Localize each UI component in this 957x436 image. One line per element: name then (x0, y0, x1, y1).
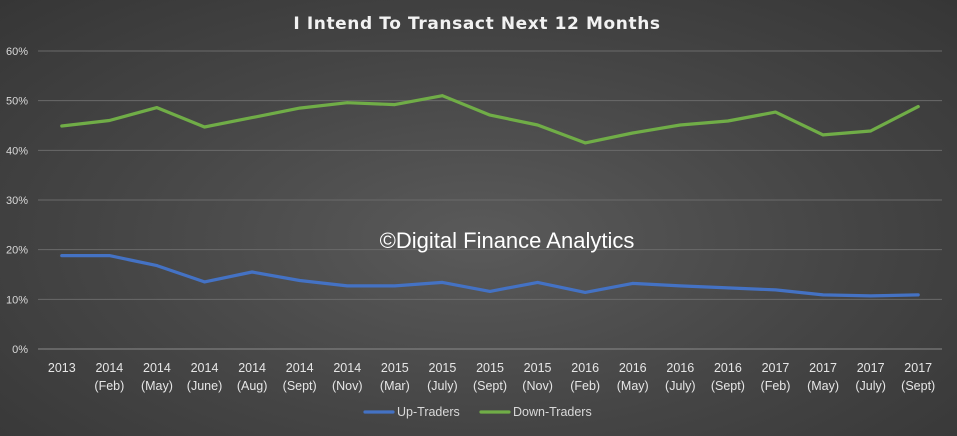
data-point-down-traders (678, 123, 682, 127)
chart-title: I Intend To Transact Next 12 Months (293, 14, 660, 34)
data-point-down-traders (60, 124, 64, 128)
data-point-up-traders (821, 293, 825, 297)
data-point-down-traders (774, 110, 777, 114)
y-tick-label: 60% (6, 46, 28, 58)
data-point-up-traders (345, 284, 349, 288)
x-tick-sublabel: (Sept) (901, 379, 935, 393)
y-tick-label: 40% (6, 145, 28, 157)
data-point-up-traders (393, 284, 397, 288)
data-point-down-traders (155, 106, 159, 110)
data-point-up-traders (298, 279, 302, 282)
series-line-up-traders (60, 254, 920, 298)
data-point-up-traders (726, 286, 730, 290)
x-tick-label: 2014 (286, 361, 314, 375)
data-point-down-traders (821, 133, 825, 137)
x-tick-label: 2017 (809, 361, 837, 375)
x-tick-sublabel: (July) (855, 379, 886, 393)
x-tick-label: 2016 (714, 361, 742, 375)
x-tick-sublabel: (June) (187, 379, 222, 393)
data-point-down-traders (298, 106, 302, 110)
y-tick-label: 20% (6, 245, 28, 257)
series-lines (60, 94, 920, 298)
x-axis-ticks: 2013 2014 (Feb) 2014 (May) 2014 (June) 2014 (Aug… (48, 361, 935, 393)
x-tick-label: 2015 (429, 361, 457, 375)
y-tick-label: 10% (6, 294, 28, 306)
x-tick-label: 2017 (857, 361, 885, 375)
series-line-down-traders (60, 94, 920, 145)
data-point-up-traders (107, 254, 111, 258)
x-tick-sublabel: (Sept) (283, 379, 317, 393)
data-point-up-traders (250, 270, 254, 274)
x-tick-label: 2014 (191, 361, 219, 375)
data-point-down-traders (488, 113, 492, 117)
data-point-down-traders (203, 125, 206, 129)
x-tick-sublabel: (Feb) (94, 379, 124, 393)
x-tick-sublabel: (July) (427, 379, 458, 393)
y-tick-label: 0% (12, 344, 28, 356)
legend-label: Up-Traders (397, 405, 460, 419)
x-tick-label: 2015 (381, 361, 409, 375)
x-tick-sublabel: (July) (665, 379, 696, 393)
x-tick-sublabel: (May) (807, 379, 839, 393)
data-point-down-traders (441, 94, 444, 98)
data-point-down-traders (345, 101, 349, 105)
x-tick-sublabel: (Sept) (473, 379, 507, 393)
x-tick-label: 2014 (333, 361, 361, 375)
data-point-down-traders (393, 103, 397, 107)
y-tick-label: 30% (6, 195, 28, 207)
x-tick-sublabel: (May) (617, 379, 649, 393)
grid (38, 50, 942, 350)
x-tick-sublabel: (Mar) (380, 379, 410, 393)
x-tick-sublabel: (Nov) (522, 379, 553, 393)
x-tick-label: 2016 (571, 361, 599, 375)
x-tick-label: 2014 (95, 361, 123, 375)
x-tick-sublabel: (Nov) (332, 379, 363, 393)
x-tick-label: 2017 (762, 361, 790, 375)
data-point-down-traders (536, 123, 539, 127)
x-tick-label: 2015 (476, 361, 504, 375)
data-point-down-traders (583, 141, 587, 145)
x-tick-sublabel: (May) (141, 379, 173, 393)
data-point-up-traders (536, 281, 539, 284)
watermark-text: ©Digital Finance Analytics (380, 228, 635, 253)
legend-label: Down-Traders (513, 405, 592, 419)
x-tick-label: 2014 (143, 361, 171, 375)
x-tick-label: 2013 (48, 361, 76, 375)
data-point-up-traders (488, 289, 492, 293)
data-point-up-traders (583, 290, 587, 294)
data-point-down-traders (107, 119, 111, 122)
x-tick-label: 2017 (904, 361, 932, 375)
y-tick-label: 50% (6, 96, 28, 108)
legend: Up-Traders Down-Traders (363, 405, 592, 419)
data-point-down-traders (869, 129, 873, 133)
x-tick-sublabel: (Feb) (761, 379, 791, 393)
y-axis-ticks: 0% 10% 20% 30% 40% 50% 60% (6, 46, 28, 356)
x-tick-label: 2016 (619, 361, 647, 375)
x-tick-sublabel: (Aug) (237, 379, 268, 393)
x-tick-label: 2016 (666, 361, 694, 375)
data-point-up-traders (441, 281, 444, 284)
data-point-up-traders (869, 294, 873, 298)
data-point-down-traders (726, 119, 730, 123)
data-point-up-traders (631, 282, 635, 285)
x-tick-sublabel: (Feb) (570, 379, 600, 393)
data-point-up-traders (155, 264, 159, 267)
data-point-up-traders (203, 280, 206, 284)
data-point-down-traders (916, 105, 920, 109)
x-tick-label: 2015 (524, 361, 552, 375)
data-point-up-traders (916, 293, 920, 297)
x-tick-label: 2014 (238, 361, 266, 375)
data-point-down-traders (250, 116, 254, 119)
x-tick-sublabel: (Sept) (711, 379, 745, 393)
data-point-up-traders (60, 254, 64, 258)
data-point-down-traders (631, 131, 635, 135)
data-point-up-traders (678, 284, 682, 288)
data-point-up-traders (774, 288, 777, 292)
